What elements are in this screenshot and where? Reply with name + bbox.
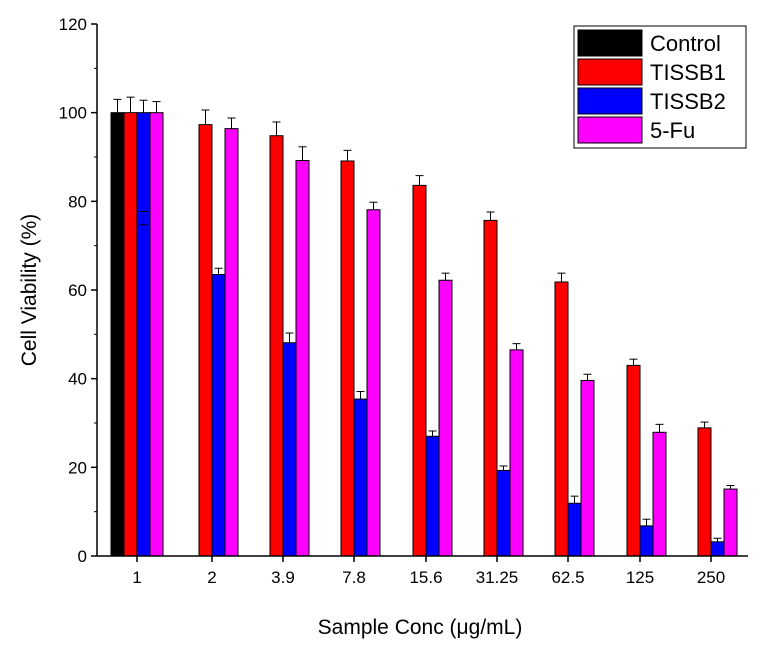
bar-tissb2-62.5 xyxy=(567,502,582,557)
bar-tissb2-15.6 xyxy=(425,435,440,557)
y-tick-label: 80 xyxy=(68,192,87,211)
bar-tissb2-1 xyxy=(136,112,151,557)
x-tick-label: 125 xyxy=(626,568,654,587)
axes: 0 20 40 60 80 100 120 1 2 3.9 7.8 15.6 31.25 62.5 125 2… xyxy=(59,15,748,587)
bar-tissb1-15.6 xyxy=(412,184,427,557)
x-tick-label: 7.8 xyxy=(342,568,366,587)
y-tick-label: 120 xyxy=(59,15,87,34)
legend-label-control: Control xyxy=(650,31,721,56)
bar-tissb1-2 xyxy=(198,124,213,557)
x-tick-label: 15.6 xyxy=(409,568,442,587)
bar-tissb2-2 xyxy=(211,273,226,557)
bar-5-fu-3.9 xyxy=(295,160,310,557)
bar-5-fu-7.8 xyxy=(366,209,381,557)
plot-area xyxy=(110,96,738,557)
y-tick-label: 0 xyxy=(78,547,87,566)
bar-tissb2-125 xyxy=(639,525,654,557)
x-tick-label: 250 xyxy=(697,568,725,587)
legend-swatch-5-fu xyxy=(577,116,643,144)
y-tick-label: 20 xyxy=(68,458,87,477)
legend-swatch-tissb2 xyxy=(577,87,643,115)
legend-label-5-fu: 5-Fu xyxy=(650,118,695,143)
legend-swatch-tissb1 xyxy=(577,58,643,86)
bar-5-fu-31.25 xyxy=(509,349,524,557)
bar-control-1 xyxy=(110,112,125,557)
x-tick-label: 3.9 xyxy=(271,568,295,587)
bar-tissb1-31.25 xyxy=(483,219,498,557)
y-tick-label: 100 xyxy=(59,104,87,123)
bar-tissb1-7.8 xyxy=(340,160,355,557)
bar-5-fu-62.5 xyxy=(580,379,595,557)
bar-5-fu-1 xyxy=(149,112,164,557)
bar-5-fu-15.6 xyxy=(438,279,453,557)
bar-tissb2-3.9 xyxy=(282,342,297,557)
legend-label-tissb2: TISSB2 xyxy=(650,89,726,114)
bar-tissb1-250 xyxy=(697,427,712,557)
bar-tissb1-125 xyxy=(626,364,641,557)
bar-5-fu-125 xyxy=(652,431,667,557)
legend-swatch-control xyxy=(577,29,643,57)
bar-5-fu-2 xyxy=(224,128,239,557)
bar-tissb2-31.25 xyxy=(496,469,511,557)
y-tick-label: 40 xyxy=(68,370,87,389)
bar-tissb2-7.8 xyxy=(353,398,368,557)
y-tick-label: 60 xyxy=(68,281,87,300)
x-tick-label: 31.25 xyxy=(476,568,519,587)
x-tick-label: 2 xyxy=(207,568,216,587)
bar-tissb1-62.5 xyxy=(554,281,569,557)
legend-label-tissb1: TISSB1 xyxy=(650,60,726,85)
bar-tissb1-3.9 xyxy=(269,135,284,557)
y-axis-title: Cell Viability (%) xyxy=(18,214,41,367)
x-tick-label: 1 xyxy=(132,568,141,587)
bar-tissb1-1 xyxy=(123,112,138,557)
x-tick-label: 62.5 xyxy=(551,568,584,587)
bar-tissb2-250 xyxy=(710,541,725,557)
bar-5-fu-250 xyxy=(723,488,738,557)
legend: Control TISSB1 TISSB2 5-Fu xyxy=(573,25,747,149)
x-axis-title: Sample Conc (μg/mL) xyxy=(318,616,523,639)
